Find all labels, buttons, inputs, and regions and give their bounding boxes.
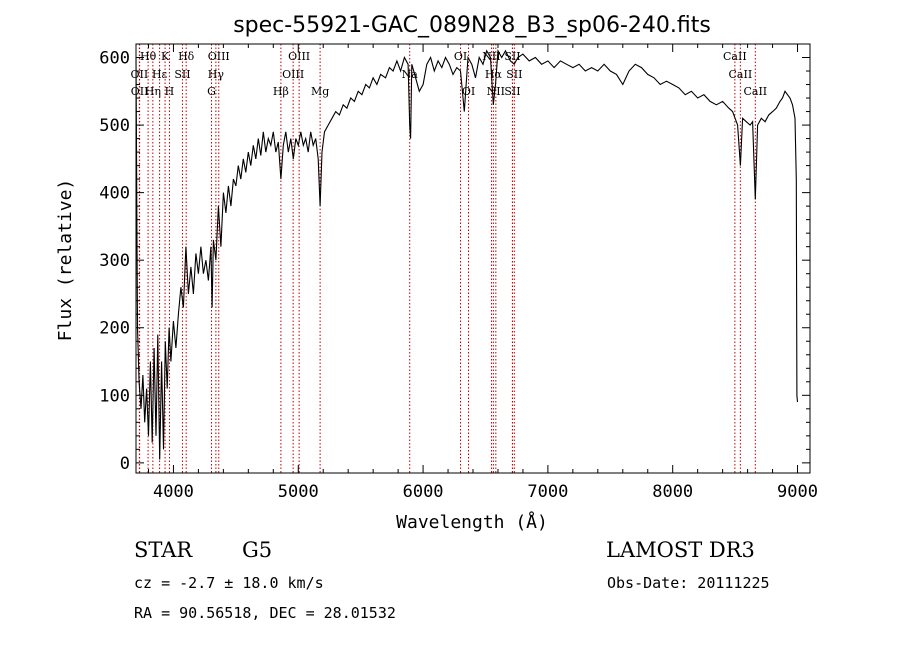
y-tick-label: 200 <box>99 319 130 339</box>
line-label: OI <box>462 85 475 98</box>
x-tick-label: 8000 <box>652 482 693 502</box>
line-label: CaII <box>723 50 747 63</box>
line-label: NII <box>482 50 500 63</box>
line-label: OII <box>131 68 149 81</box>
line-label: SII <box>504 50 520 63</box>
line-label: Hα <box>485 68 503 81</box>
line-label: OI <box>454 50 467 63</box>
line-label: Hδ <box>178 50 195 63</box>
line-label: SII <box>174 68 190 81</box>
y-tick-label: 400 <box>99 184 130 204</box>
line-label: NII <box>487 85 505 98</box>
redshift-velocity: cz = -2.7 ± 18.0 km/s <box>134 574 324 592</box>
y-tick-label: 500 <box>99 116 130 136</box>
y-axis-label: Flux (relative) <box>55 179 76 342</box>
y-tick-label: 100 <box>99 386 130 406</box>
x-tick-label: 6000 <box>403 482 444 502</box>
line-label: Hε <box>152 68 168 81</box>
line-label: SII <box>504 85 520 98</box>
line-label: OII <box>131 85 149 98</box>
y-axis-ticks: 0 100 200 300 400 500 600 <box>99 49 810 474</box>
x-axis-ticks: 4000 5000 6000 7000 8000 9000 <box>147 44 818 502</box>
x-tick-label: 7000 <box>527 482 568 502</box>
line-label: OIII <box>288 50 310 63</box>
line-label: Hβ <box>273 85 289 98</box>
x-axis-label: Wavelength (Å) <box>396 511 548 533</box>
spectral-line-markers <box>138 44 756 473</box>
y-tick-label: 0 <box>120 454 130 474</box>
x-tick-label: 9000 <box>777 482 818 502</box>
line-label: H <box>165 85 175 98</box>
plot-frame <box>135 43 811 474</box>
chart-title: spec-55921-GAC_089N28_B3_sp06-240.fits <box>233 13 711 38</box>
line-label: K <box>161 50 170 63</box>
x-tick-label: 5000 <box>278 482 319 502</box>
object-subclass: G5 <box>242 538 273 562</box>
line-label: CaII <box>743 85 767 98</box>
line-label: Hη <box>145 85 161 98</box>
y-tick-label: 600 <box>99 49 130 69</box>
observation-date: Obs-Date: 20111225 <box>607 574 770 592</box>
spectrum-line <box>135 48 799 460</box>
line-label: CaII <box>729 68 753 81</box>
survey-name: LAMOST DR3 <box>606 538 755 562</box>
object-class: STAR <box>134 538 193 562</box>
line-label: Hθ <box>140 50 157 63</box>
line-label: Mg <box>311 85 329 98</box>
line-label: Hγ <box>208 68 225 81</box>
y-tick-label: 300 <box>99 251 130 271</box>
x-tick-label: 4000 <box>153 482 194 502</box>
line-label: OIII <box>208 50 230 63</box>
line-label: G <box>207 85 216 98</box>
line-label: OIII <box>282 68 304 81</box>
line-label: SII <box>506 68 522 81</box>
sky-coordinates: RA = 90.56518, DEC = 28.01532 <box>134 604 396 622</box>
